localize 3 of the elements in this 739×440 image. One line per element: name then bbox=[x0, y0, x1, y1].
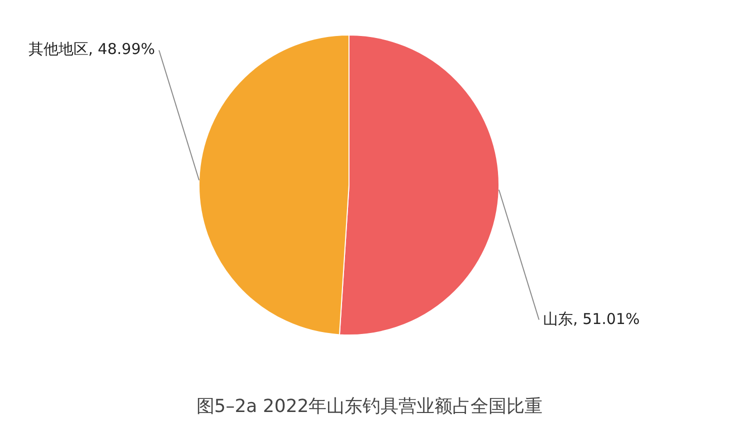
slice-label: 山东, 51.01% bbox=[543, 310, 640, 328]
slice-label: 其他地区, 48.99% bbox=[28, 40, 155, 58]
text: 图5–2a 2022年山东钓具营业额占全国比重 bbox=[196, 396, 543, 417]
